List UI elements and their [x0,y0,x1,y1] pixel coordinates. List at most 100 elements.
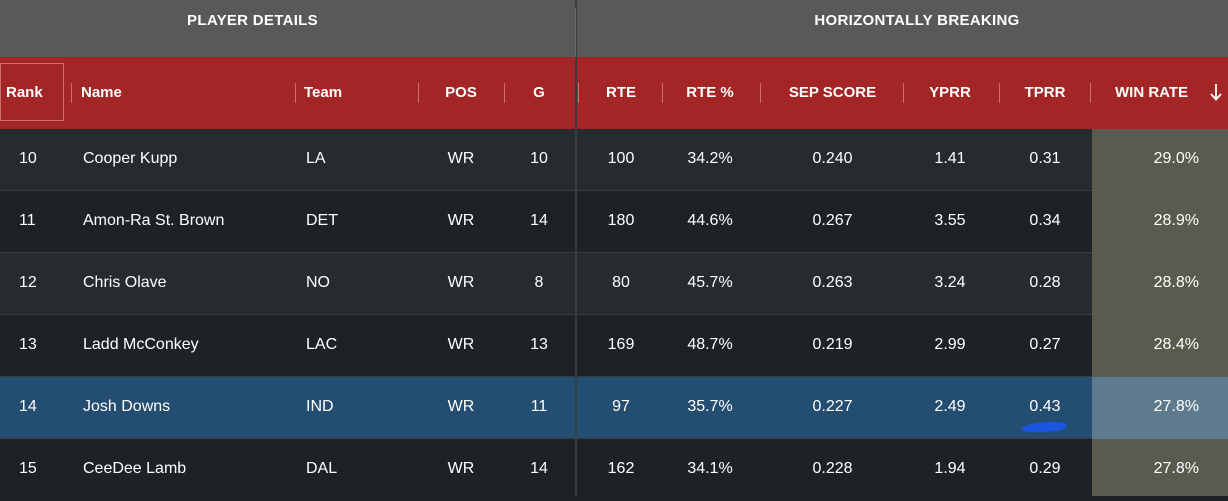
cell-pos: WR [447,212,475,229]
group-divider [575,0,577,496]
cell-rte-pct: 45.7% [687,274,733,291]
cell-name[interactable]: Cooper Kupp [83,150,178,167]
cell-pos: WR [447,150,475,167]
cell-yprr: 1.94 [934,460,966,477]
cell-tprr: 0.31 [1029,150,1061,167]
table-row[interactable]: 13 Ladd McConkey LAC WR 13 169 48.7% 0.2… [0,315,1228,377]
cell-rte: 180 [607,212,635,229]
header-yprr[interactable]: YPRR [929,84,971,101]
cell-team: DAL [306,460,338,477]
cell-g: 11 [530,398,548,415]
cell-tprr: 0.43 [1029,398,1061,415]
cell-sep-score: 0.228 [812,460,853,477]
cell-yprr: 2.99 [934,336,966,353]
cell-win-rate: 28.4% [1153,336,1199,353]
header-team[interactable]: Team [304,84,343,101]
cell-yprr: 3.24 [934,274,966,291]
cell-team: DET [306,212,338,229]
blue-annotation-mark [1021,421,1067,433]
group-divider-header [575,8,576,57]
header-separator [903,83,904,103]
cell-win-rate: 28.9% [1153,212,1199,229]
cell-team: NO [306,274,330,291]
cell-rte: 97 [612,398,630,415]
cell-team: LAC [306,336,338,353]
cell-sep-score: 0.263 [812,274,853,291]
cell-name[interactable]: Amon-Ra St. Brown [83,212,225,229]
cell-rank: 11 [19,212,36,229]
win-rate-cell-bg [1092,439,1228,496]
cell-pos: WR [447,460,475,477]
cell-pos: WR [447,336,475,353]
cell-rank: 10 [19,150,37,167]
cell-rank: 14 [19,398,37,415]
cell-rte-pct: 34.2% [687,150,733,167]
cell-rank: 15 [19,460,37,477]
table-row[interactable]: 10 Cooper Kupp LA WR 10 100 34.2% 0.240 … [0,129,1228,191]
cell-name[interactable]: Josh Downs [83,398,171,415]
cell-sep-score: 0.267 [812,212,853,229]
header-separator [295,83,296,103]
cell-rank: 12 [19,274,37,291]
win-rate-cell-bg [1092,129,1228,191]
table-row[interactable]: 12 Chris Olave NO WR 8 80 45.7% 0.263 3.… [0,253,1228,315]
cell-g: 14 [530,212,548,229]
header-rte-pct[interactable]: RTE % [686,84,734,101]
table-row[interactable]: 15 CeeDee Lamb DAL WR 14 162 34.1% 0.228… [0,439,1228,496]
win-rate-cell-bg [1092,377,1228,439]
cell-rte: 80 [612,274,630,291]
header-separator [578,83,579,103]
cell-yprr: 3.55 [934,212,966,229]
header-separator [1090,83,1091,103]
table-row-selected[interactable]: 14 Josh Downs IND WR 11 97 35.7% 0.227 2… [0,377,1228,439]
cell-win-rate: 29.0% [1153,150,1199,167]
cell-name[interactable]: Ladd McConkey [83,336,199,353]
cell-tprr: 0.29 [1029,460,1061,477]
cell-tprr: 0.27 [1029,336,1061,353]
header-sep-score[interactable]: SEP SCORE [788,84,877,101]
header-win-rate[interactable]: WIN RATE [1115,84,1189,101]
cell-yprr: 1.41 [934,150,966,167]
cell-rte-pct: 44.6% [687,212,733,229]
cell-sep-score: 0.219 [812,336,853,353]
cell-win-rate: 27.8% [1153,398,1199,415]
arrow-down-icon[interactable] [1209,82,1223,102]
cell-team: IND [306,398,334,415]
group-title-player-details: PLAYER DETAILS [187,12,318,29]
header-rank[interactable]: Rank [6,84,43,101]
cell-pos: WR [447,274,475,291]
cell-tprr: 0.34 [1029,212,1061,229]
header-separator [71,83,72,103]
cell-pos: WR [447,398,475,415]
group-title-horizontally-breaking: HORIZONTALLY BREAKING [814,12,1020,29]
win-rate-cell-bg [1092,253,1228,315]
header-separator [504,83,505,103]
cell-rte-pct: 48.7% [687,336,733,353]
cell-yprr: 2.49 [934,398,966,415]
cell-sep-score: 0.240 [812,150,853,167]
cell-win-rate: 27.8% [1153,460,1199,477]
cell-name[interactable]: Chris Olave [83,274,167,291]
header-separator [760,83,761,103]
cell-sep-score: 0.227 [812,398,853,415]
cell-g: 10 [530,150,548,167]
cell-rte: 162 [607,460,635,477]
group-header-bar: PLAYER DETAILS HORIZONTALLY BREAKING [0,0,1228,57]
header-separator [999,83,1000,103]
header-tprr[interactable]: TPRR [1024,84,1066,101]
cell-rte-pct: 34.1% [687,460,733,477]
column-header-row: Rank Name Team POS G RTE RTE % SEP SCORE… [0,57,1228,129]
header-separator [418,83,419,103]
cell-rte: 169 [607,336,635,353]
cell-rte-pct: 35.7% [687,398,733,415]
win-rate-cell-bg [1092,191,1228,253]
header-rte[interactable]: RTE [606,84,636,101]
cell-rank: 13 [19,336,37,353]
cell-name[interactable]: CeeDee Lamb [83,460,187,477]
header-g[interactable]: G [533,84,545,101]
table-row[interactable]: 11 Amon-Ra St. Brown DET WR 14 180 44.6%… [0,191,1228,253]
header-name[interactable]: Name [81,84,122,101]
cell-team: LA [306,150,326,167]
cell-g: 13 [530,336,548,353]
header-pos[interactable]: POS [445,84,477,101]
